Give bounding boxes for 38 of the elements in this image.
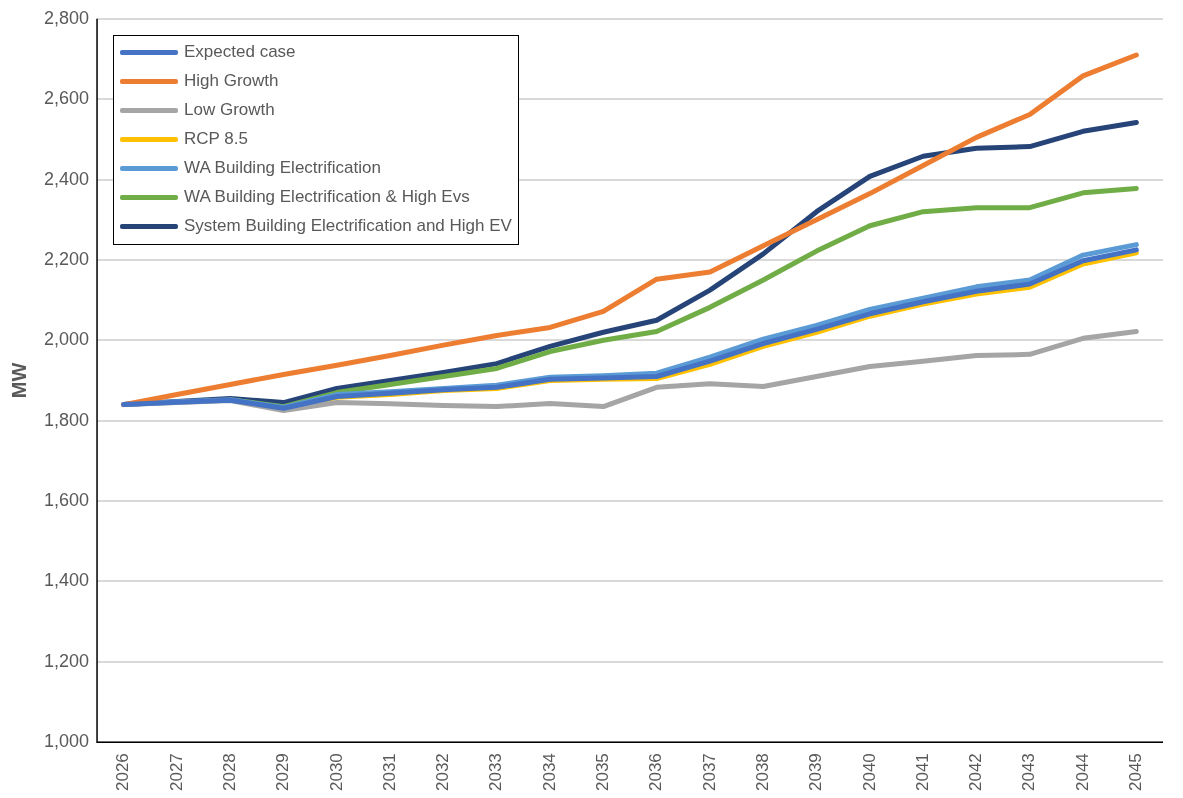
x-tick-label: 2040 xyxy=(859,753,879,792)
y-tick-label: 2,200 xyxy=(44,248,90,269)
y-tick-label: 1,800 xyxy=(44,409,90,430)
x-tick-label: 2043 xyxy=(1019,753,1039,792)
legend-label: WA Building Electrification xyxy=(184,158,381,179)
y-tick-label: 2,600 xyxy=(44,88,90,109)
x-tick-label: 2039 xyxy=(806,753,826,792)
x-tick-label: 2028 xyxy=(219,753,239,792)
x-tick-label: 2035 xyxy=(593,753,613,792)
legend-label: Low Growth xyxy=(184,100,275,121)
x-tick-label: 2042 xyxy=(966,753,986,792)
legend-label: WA Building Electrification & High Evs xyxy=(184,187,470,208)
x-tick-label: 2036 xyxy=(646,753,666,792)
y-tick-label: 1,600 xyxy=(44,490,90,511)
x-tick-label: 2031 xyxy=(379,753,399,792)
x-tick-label: 2032 xyxy=(433,753,453,792)
y-tick-label: 1,000 xyxy=(44,731,90,752)
x-tick-label: 2045 xyxy=(1126,753,1146,792)
legend-label: System Building Electrification and High EV xyxy=(184,216,512,237)
x-tick-label: 2026 xyxy=(113,753,133,792)
x-tick-label: 2044 xyxy=(1072,753,1092,792)
x-tick-label: 2029 xyxy=(273,753,293,792)
y-tick-label: 2,800 xyxy=(44,7,90,28)
legend-label: Expected case xyxy=(184,42,296,63)
legend-label: High Growth xyxy=(184,71,279,92)
x-tick-label: 2037 xyxy=(699,753,719,792)
x-tick-label: 2041 xyxy=(912,753,932,792)
y-tick-label: 1,200 xyxy=(44,650,90,671)
y-tick-label: 1,400 xyxy=(44,570,90,591)
x-tick-label: 2027 xyxy=(166,753,186,792)
x-tick-label: 2030 xyxy=(326,753,346,792)
y-axis-title: MW xyxy=(7,362,30,399)
x-tick-label: 2034 xyxy=(539,753,559,792)
y-tick-label: 2,000 xyxy=(44,329,90,350)
y-tick-label: 2,400 xyxy=(44,168,90,189)
x-tick-label: 2038 xyxy=(752,753,772,792)
legend-label: RCP 8.5 xyxy=(184,129,248,150)
x-tick-label: 2033 xyxy=(486,753,506,792)
